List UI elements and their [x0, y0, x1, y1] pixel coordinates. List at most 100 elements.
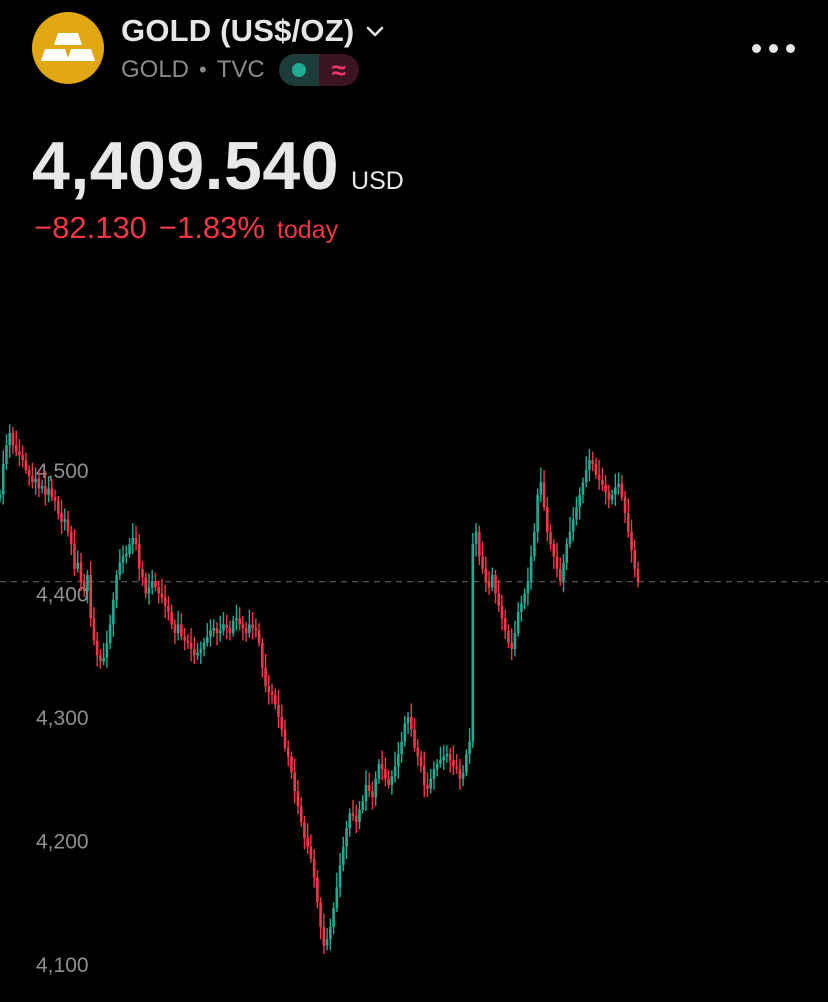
- candle: [244, 621, 248, 642]
- candle: [607, 484, 611, 509]
- gold-bars-icon[interactable]: [32, 12, 104, 84]
- candle: [626, 498, 630, 538]
- price-chart[interactable]: 4,500 4,400 4,300 4,200 4,100: [0, 400, 828, 1002]
- candle: [76, 550, 80, 573]
- candle: [137, 534, 141, 582]
- candle: [419, 750, 423, 773]
- candle: [144, 572, 148, 599]
- candle: [199, 641, 203, 664]
- candle: [422, 751, 426, 798]
- candle: [597, 460, 601, 490]
- candle: [89, 561, 92, 627]
- candle: [478, 525, 481, 566]
- candle: [37, 470, 41, 498]
- candle: [14, 430, 18, 457]
- candle: [513, 620, 517, 657]
- candle: [539, 467, 543, 503]
- candle: [338, 852, 342, 898]
- candle: [21, 445, 24, 468]
- candle: [397, 741, 400, 779]
- candle: [183, 628, 186, 651]
- candle: [465, 749, 468, 777]
- last-price: 4,409.540: [32, 128, 340, 204]
- candle: [257, 623, 261, 647]
- candle: [50, 478, 54, 501]
- candle: [283, 719, 287, 752]
- candle: [455, 754, 458, 774]
- candle: [92, 607, 96, 646]
- candle: [377, 758, 381, 784]
- candle: [131, 523, 135, 554]
- candle: [374, 771, 377, 806]
- candle: [254, 618, 258, 638]
- change-value: −82.130: [34, 210, 147, 245]
- candle: [322, 913, 326, 955]
- candle: [115, 570, 118, 609]
- candle: [487, 571, 491, 595]
- price-change: −82.130 −1.83% today: [34, 210, 338, 246]
- candle: [633, 540, 637, 578]
- candle: [60, 499, 63, 535]
- candle: [24, 452, 28, 474]
- y-axis-tick-label: 4,300: [36, 707, 89, 730]
- candle: [202, 637, 206, 657]
- y-axis-tick-label: 4,400: [36, 584, 89, 607]
- candle: [170, 604, 173, 630]
- candle: [296, 779, 300, 815]
- candle: [348, 808, 352, 837]
- change-percent: −1.83%: [158, 210, 265, 245]
- symbol-title: GOLD (US$/OZ): [121, 13, 355, 48]
- candle: [225, 614, 229, 640]
- candle: [494, 570, 497, 604]
- candle: [34, 467, 37, 495]
- candle: [507, 624, 510, 648]
- candle: [286, 740, 290, 767]
- candle: [571, 507, 575, 542]
- candle: [458, 758, 462, 790]
- candle: [578, 487, 582, 520]
- more-options-icon[interactable]: [752, 38, 802, 58]
- candle: [526, 567, 530, 606]
- candle: [614, 473, 617, 506]
- candle: [0, 489, 2, 503]
- candle: [277, 689, 280, 729]
- candle: [141, 561, 144, 587]
- candle: [303, 815, 306, 850]
- candle: [40, 479, 44, 494]
- candle: [636, 561, 640, 588]
- candle: [176, 610, 180, 641]
- candle: [497, 579, 501, 613]
- symbol-selector[interactable]: GOLD (US$/OZ): [121, 13, 386, 49]
- candle: [581, 477, 585, 504]
- candle: [542, 470, 546, 511]
- candle: [163, 584, 167, 619]
- candle: [341, 836, 345, 872]
- candle: [565, 537, 569, 571]
- candle: [371, 781, 374, 810]
- candle: [575, 497, 578, 526]
- price-display: 4,409.540 USD: [32, 127, 404, 205]
- candle: [529, 545, 533, 590]
- candle: [604, 474, 607, 505]
- candle: [568, 516, 572, 548]
- candle: [516, 602, 520, 637]
- candle: [306, 823, 309, 855]
- candle: [261, 637, 264, 678]
- candle: [56, 495, 60, 520]
- candle: [332, 902, 335, 935]
- candle: [95, 631, 99, 667]
- candle: [549, 524, 552, 551]
- candle: [167, 595, 170, 621]
- candle: [147, 573, 151, 605]
- market-status-badge[interactable]: ≈: [278, 54, 359, 86]
- candle: [471, 532, 475, 748]
- candle: [134, 525, 138, 551]
- candle: [215, 621, 219, 646]
- candle: [8, 424, 12, 458]
- candle: [610, 489, 614, 505]
- candle: [157, 581, 160, 604]
- candle: [325, 928, 329, 951]
- candle: [445, 745, 449, 763]
- candle: [429, 768, 433, 794]
- candle: [442, 745, 445, 771]
